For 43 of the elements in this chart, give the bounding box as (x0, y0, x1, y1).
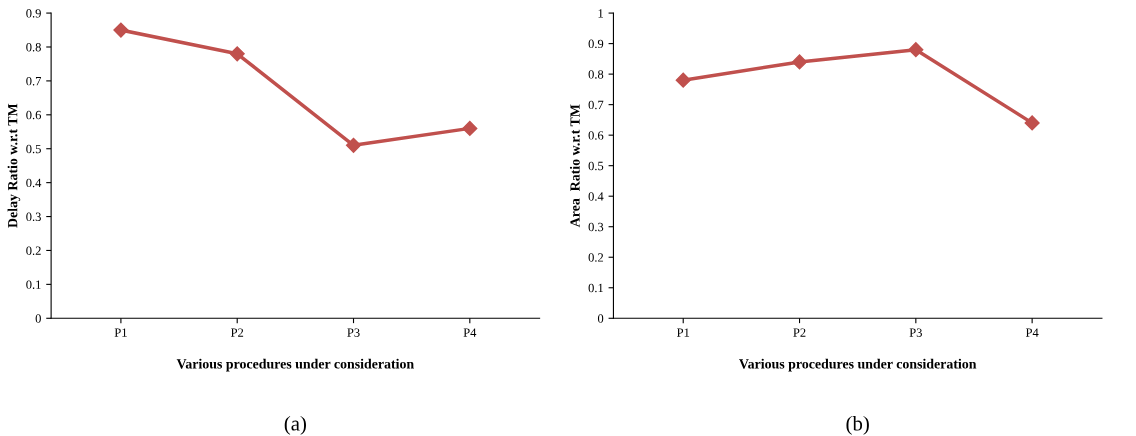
x-tick-label: P1 (676, 328, 690, 337)
point (113, 22, 129, 38)
y-tick-label: 0.2 (26, 246, 41, 255)
y-tick-label: 0.5 (26, 144, 41, 154)
x-axis-title: Various procedures under consideration (176, 358, 414, 372)
y-tick-label: 0.3 (26, 212, 41, 222)
y-tick-label: 0.4 (588, 192, 604, 201)
y-tick-label: 0.6 (26, 110, 42, 120)
y-tick-label: 0 (35, 314, 41, 323)
y-tick-label: 0.4 (26, 178, 42, 188)
point (345, 137, 362, 153)
x-tick-label: P2 (793, 328, 806, 337)
x-tick-label: P3 (347, 328, 360, 337)
y-tick-label: 0.2 (588, 253, 604, 262)
point (229, 46, 245, 62)
x-tick-label: P4 (1025, 328, 1039, 337)
y-tick-label: 0.3 (588, 222, 604, 232)
y-tick-label: 0.6 (588, 131, 604, 140)
x-axis-title: Various procedures under consideration (739, 358, 977, 372)
point (675, 72, 691, 88)
text: (a) (284, 415, 307, 435)
text: (b) (846, 415, 869, 435)
y-axis-title: Delay Ratio w.r.t TM (7, 103, 21, 228)
y-tick-label: 0.7 (26, 76, 42, 86)
point (908, 42, 924, 58)
y-tick-label: 1 (598, 9, 603, 18)
y-axis-title: Area Ratio w.r.t TM (569, 104, 580, 228)
y-tick-label: 0.1 (588, 283, 603, 293)
y-tick-label: 0.5 (588, 161, 604, 171)
point (462, 120, 478, 136)
x-tick-label: P4 (463, 328, 477, 337)
y-tick-label: 0.1 (26, 280, 41, 289)
x-tick-label: P1 (114, 328, 127, 337)
y-tick-label: 0 (597, 314, 604, 323)
point (1024, 115, 1040, 131)
point (791, 54, 808, 70)
y-tick-label: 0.9 (26, 9, 41, 18)
y-tick-label: 0.8 (588, 70, 604, 79)
y-tick-label: 0.8 (26, 43, 41, 52)
y-tick-label: 0.9 (588, 39, 604, 49)
x-tick-label: P3 (909, 328, 922, 337)
y-tick-label: 0.7 (588, 100, 604, 110)
x-tick-label: P2 (230, 328, 244, 337)
